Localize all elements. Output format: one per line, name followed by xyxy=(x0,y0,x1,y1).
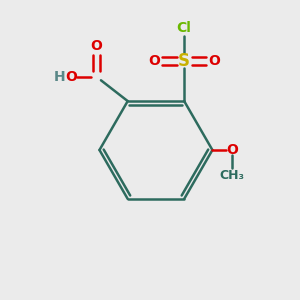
Text: O: O xyxy=(226,143,238,157)
Text: CH₃: CH₃ xyxy=(219,169,244,182)
Text: O: O xyxy=(91,39,102,53)
Text: Cl: Cl xyxy=(177,21,192,35)
Text: O: O xyxy=(65,70,77,84)
Text: O: O xyxy=(148,54,160,68)
Text: H: H xyxy=(54,70,66,84)
Text: O: O xyxy=(208,54,220,68)
Text: S: S xyxy=(178,52,190,70)
